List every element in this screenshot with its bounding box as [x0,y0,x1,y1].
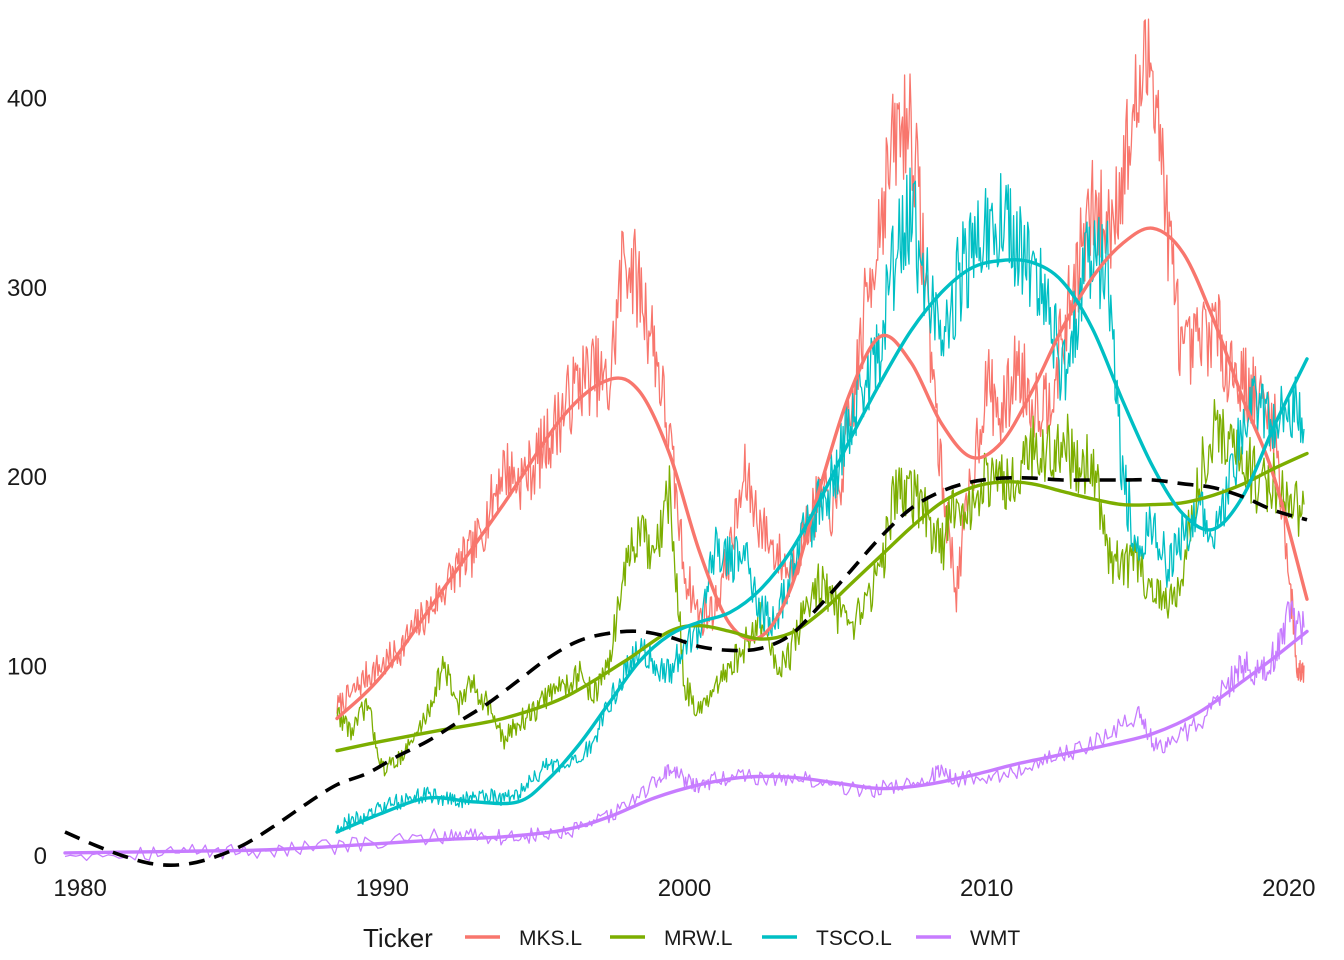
series-mrw-l-trend-line [335,451,1309,753]
legend-label: MRW.L [664,927,732,950]
series-tsco-l-trend-line [335,258,1309,834]
y-tick-label: 400 [7,86,47,113]
series-mks-l-trend-line [335,226,1309,721]
y-axis: 0 100 200 300 400 [7,86,47,870]
legend-title: Ticker [363,923,433,953]
legend-item-mks-l: MKS.L [465,927,582,950]
series-tsco-l-price-line [336,167,1305,834]
x-tick-label: 2020 [1262,875,1315,902]
x-tick-label: 1990 [356,875,409,902]
legend-item-mrw-l: MRW.L [610,927,732,950]
y-tick-label: 300 [7,275,47,302]
y-tick-label: 0 [34,843,47,870]
plot-area [63,18,1309,867]
y-tick-label: 200 [7,464,47,491]
overall-trend-line [64,475,1308,867]
legend-label: WMT [970,927,1020,950]
series-mrw-l-price-line [336,398,1305,777]
series-wmt-trend-line [63,629,1309,855]
series-mks-l-price-line [336,18,1305,716]
legend-label: TSCO.L [816,927,892,950]
legend-label: MKS.L [519,927,582,950]
x-tick-label: 2010 [960,875,1013,902]
x-tick-label: 1980 [53,875,106,902]
legend: Ticker MKS.L MRW.L TSCO.L WMT [363,923,1020,953]
legend-item-tsco-l: TSCO.L [762,927,892,950]
legend-item-wmt: WMT [916,927,1020,950]
x-tick-label: 2000 [658,875,711,902]
y-tick-label: 100 [7,653,47,680]
x-axis: 1980 1990 2000 2010 2020 [53,875,1315,902]
